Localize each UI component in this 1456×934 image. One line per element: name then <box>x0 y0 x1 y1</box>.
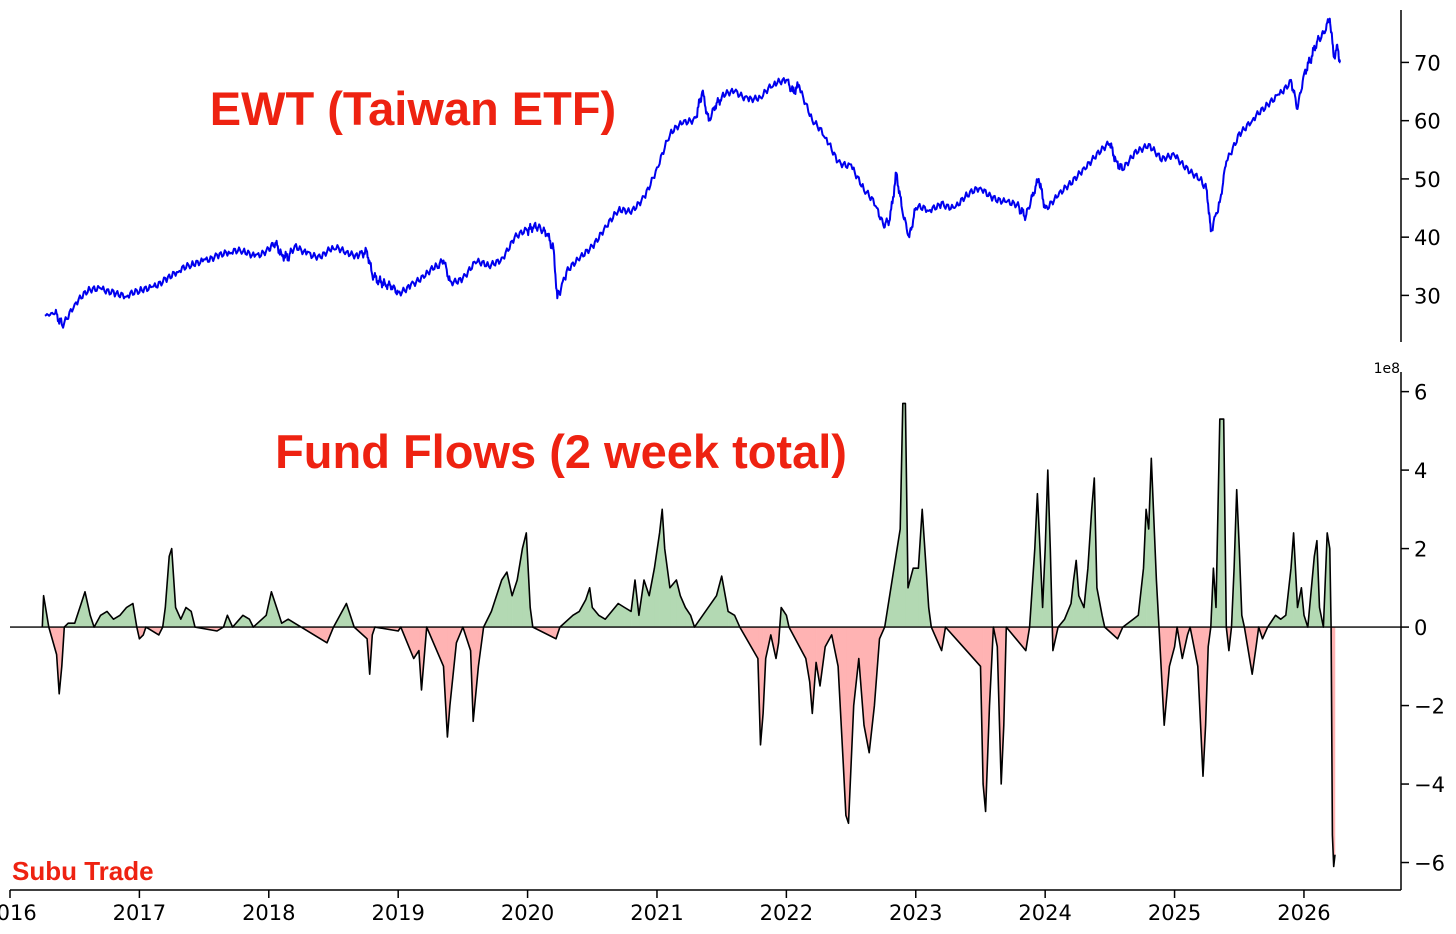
outflow-area <box>845 626 849 824</box>
flows-y-tick-label: −6 <box>1414 852 1445 876</box>
price-y-tick-label: 30 <box>1414 284 1441 308</box>
inflow-area <box>902 403 906 628</box>
inflow-area <box>912 567 919 628</box>
price-y-axis: 30 40 50 60 70 <box>1400 10 1441 342</box>
x-tick-label: 2026 <box>1277 901 1330 925</box>
flows-y-tick-label: 4 <box>1414 459 1427 483</box>
x-tick-label: 2021 <box>630 901 683 925</box>
inflow-area <box>579 599 587 628</box>
price-y-tick-label: 40 <box>1414 226 1441 250</box>
x-tick-label: 2016 <box>0 901 37 925</box>
x-tick-label: 2018 <box>242 901 295 925</box>
flows-y-tick-label: 2 <box>1414 538 1427 562</box>
price-y-tick-label: 70 <box>1414 51 1441 75</box>
inflow-area <box>648 568 655 628</box>
x-tick-label: 2024 <box>1018 901 1071 925</box>
flows-plot-area <box>10 402 1401 868</box>
price-chart-title: EWT (Taiwan ETF) <box>210 82 616 135</box>
price-y-tick-label: 50 <box>1414 168 1441 192</box>
x-tick-label: 2019 <box>371 901 424 925</box>
price-plot-area <box>44 17 1341 329</box>
price-panel: EWT (Taiwan ETF) 30 40 50 60 70 <box>44 10 1441 342</box>
x-tick-label: 2017 <box>113 901 166 925</box>
inflow-area <box>1219 418 1224 628</box>
y-axis-multiplier-label: 1e8 <box>1374 361 1400 377</box>
x-axis: 2016 2017 2018 2019 2020 2021 2022 2023 2024 2025… <box>0 889 1401 925</box>
outflow-area <box>1333 626 1336 867</box>
x-tick-label: 2022 <box>760 901 813 925</box>
flows-chart-title: Fund Flows (2 week total) <box>275 425 847 478</box>
flows-y-tick-label: −2 <box>1414 695 1445 719</box>
x-tick-label: 2020 <box>501 901 554 925</box>
flows-y-axis: −6 −4 −2 0 2 4 6 <box>1400 372 1445 890</box>
price-series-line <box>44 17 1341 329</box>
flows-panel: Fund Flows (2 week total) −6 −4 −2 0 2 4 6 1e8… <box>0 361 1445 925</box>
outflow-area <box>863 626 870 753</box>
price-y-tick-label: 60 <box>1414 110 1441 134</box>
watermark-text: Subu Trade <box>12 856 154 886</box>
flows-y-tick-label: 6 <box>1414 381 1427 405</box>
flows-series-line <box>41 402 1336 868</box>
x-tick-label: 2025 <box>1148 901 1201 925</box>
flows-y-tick-label: 0 <box>1414 616 1427 640</box>
flows-y-tick-label: −4 <box>1414 773 1445 797</box>
inflow-area <box>271 591 277 628</box>
x-tick-label: 2023 <box>889 901 942 925</box>
inflow-area <box>501 571 508 628</box>
